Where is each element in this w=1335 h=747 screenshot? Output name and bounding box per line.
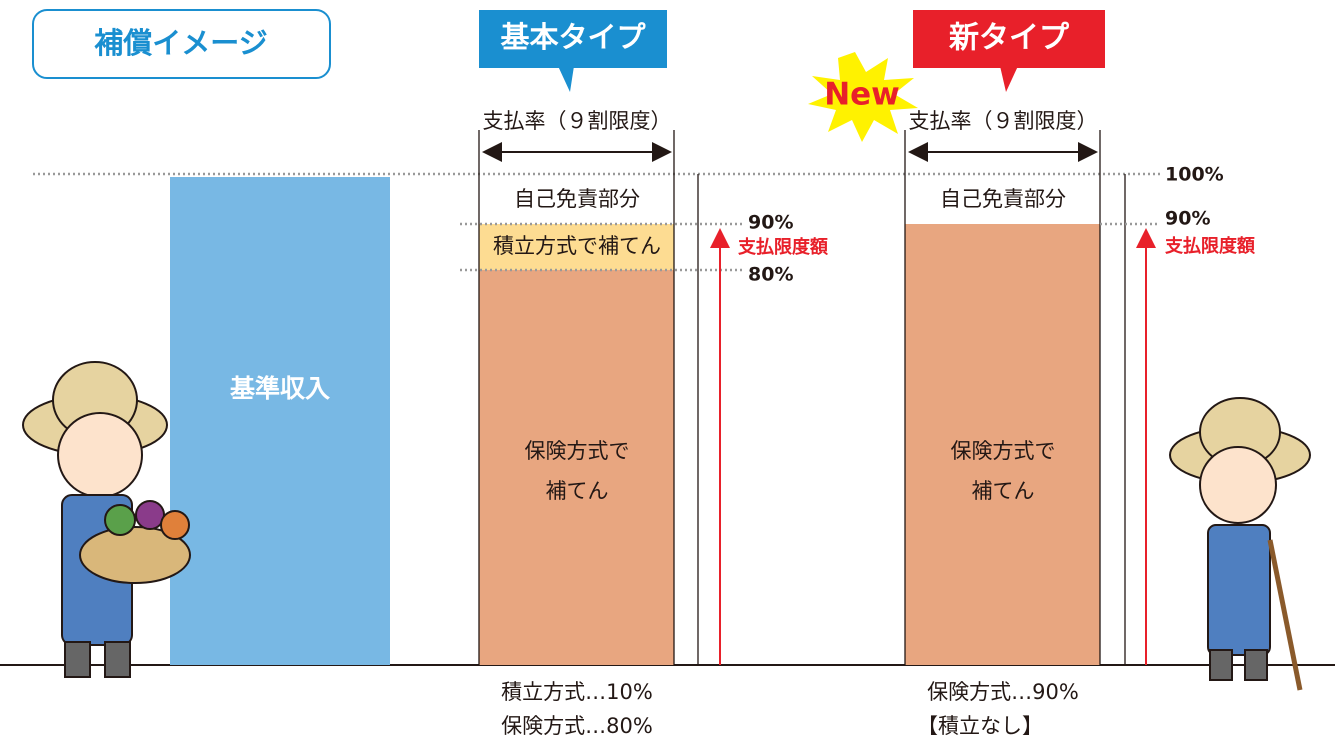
insurance-label: 保険方式で	[525, 439, 630, 463]
new-badge: New	[824, 77, 900, 113]
limit-label: 支払限度額	[738, 236, 829, 258]
footer-note: 保険方式…80%	[501, 714, 653, 738]
footer-note: 【積立なし】	[917, 714, 1043, 738]
level-label: 80%	[748, 264, 793, 286]
deductible-label: 自己免責部分	[514, 187, 640, 211]
compensation-diagram: 補償イメージ 100% 基準収入 基本タイプ 支払率（９割限度） 自己免責部分 …	[0, 0, 1335, 747]
title: 補償イメージ	[94, 26, 267, 60]
deductible-label: 自己免責部分	[940, 187, 1066, 211]
farmer-illustration	[23, 362, 190, 677]
insurance-label: 保険方式で	[951, 439, 1056, 463]
tag-pointer	[558, 66, 574, 92]
level-label: 90%	[1165, 208, 1210, 230]
base-bar-label: 基準収入	[230, 374, 330, 403]
base-bar	[170, 177, 390, 665]
limit-label: 支払限度額	[1165, 235, 1256, 257]
tag-pointer	[1000, 66, 1018, 92]
payment-rate: 支払率（９割限度）	[909, 109, 1098, 133]
payment-rate: 支払率（９割限度）	[483, 109, 672, 133]
reserve-label: 積立方式で補てん	[493, 234, 661, 258]
tag: 新タイプ	[948, 21, 1070, 56]
insurance-label: 補てん	[972, 479, 1035, 503]
insurance-segment	[479, 270, 674, 665]
level-label: 90%	[748, 212, 793, 234]
level-label: 100%	[1165, 164, 1224, 186]
farmer-illustration	[1170, 398, 1310, 690]
footer-note: 保険方式…90%	[927, 680, 1079, 704]
footer-note: 積立方式…10%	[501, 680, 653, 704]
insurance-label: 補てん	[546, 479, 609, 503]
tag: 基本タイプ	[500, 20, 646, 54]
